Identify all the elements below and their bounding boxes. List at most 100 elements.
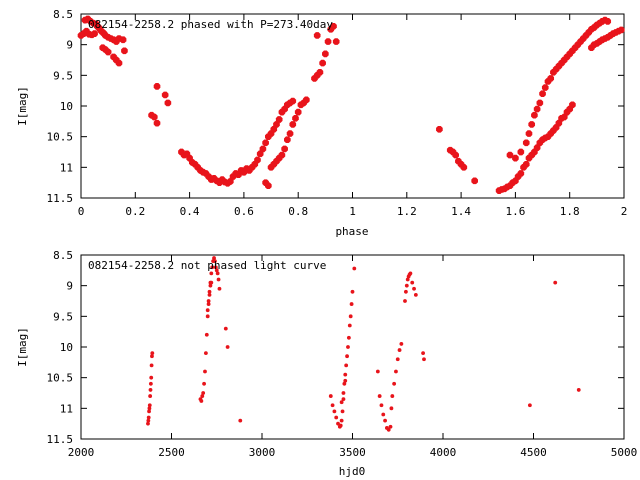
data-points	[77, 15, 625, 194]
data-point	[316, 68, 324, 76]
data-point	[339, 418, 344, 423]
data-point	[119, 36, 127, 44]
x-tick-label: 1.4	[451, 205, 471, 218]
data-point	[275, 116, 283, 123]
data-point	[199, 399, 204, 403]
data-point	[395, 357, 400, 362]
data-point	[259, 145, 267, 153]
data-point	[412, 286, 416, 291]
data-point	[238, 418, 243, 423]
x-tick-label: 1.6	[505, 205, 525, 218]
x-axis-label: phase	[335, 225, 368, 238]
y-tick-label: 10.5	[47, 372, 74, 385]
x-tick-label: 4500	[520, 446, 547, 459]
data-point	[340, 409, 345, 414]
y-tick-label: 11.5	[47, 192, 74, 205]
phased-light-curve-panel: 0 0.2 0.4 0.6 0.8 1 1.2 1.4 1.6 1.8 2 8.5 9 9.5 10 10.5…	[16, 8, 627, 238]
data-point	[207, 292, 212, 297]
data-point	[346, 335, 351, 340]
x-tick-label: 1	[349, 205, 356, 218]
data-point	[213, 259, 217, 264]
data-point	[349, 302, 354, 306]
data-point	[202, 381, 206, 386]
data-point	[528, 121, 536, 128]
data-point	[389, 406, 394, 411]
data-point	[212, 256, 216, 260]
data-point	[342, 381, 347, 386]
data-point	[352, 266, 357, 271]
data-point	[203, 351, 208, 356]
data-point	[206, 302, 211, 306]
data-point	[205, 314, 210, 319]
data-point	[289, 121, 297, 128]
x-tick-label: 0.2	[125, 205, 145, 218]
data-point	[281, 145, 288, 153]
data-point	[410, 280, 415, 285]
data-point	[147, 409, 151, 414]
data-point	[539, 90, 546, 98]
x-tick-label: 4000	[430, 446, 457, 459]
data-point	[343, 378, 348, 383]
data-point	[225, 345, 230, 349]
chart-title: 082154-2258.2 not phased light curve	[88, 259, 326, 272]
x-axis-label: hjd0	[339, 465, 366, 478]
axis-ticks: 0 0.2 0.4 0.6 0.8 1 1.2 1.4 1.6 1.8 2 8.5 9 9.5 10 10.5…	[47, 8, 628, 218]
data-point	[569, 101, 576, 109]
data-point	[150, 354, 154, 359]
data-point	[506, 151, 514, 159]
data-point	[147, 403, 152, 408]
data-point	[397, 348, 402, 352]
y-tick-label: 9.5	[53, 310, 73, 323]
data-point	[347, 323, 352, 328]
data-point	[527, 403, 532, 408]
data-point	[339, 400, 344, 405]
x-tick-label: 2000	[68, 446, 95, 459]
data-point	[207, 289, 212, 294]
data-point	[292, 114, 299, 122]
data-point	[223, 326, 228, 331]
data-point	[346, 345, 350, 349]
data-point	[392, 381, 397, 386]
y-tick-label: 11	[60, 402, 73, 415]
data-point	[284, 136, 291, 144]
x-tick-label: 5000	[611, 446, 638, 459]
data-point	[517, 170, 525, 177]
x-tick-label: 0	[78, 205, 85, 218]
data-point	[332, 38, 340, 45]
data-point	[204, 332, 209, 337]
data-point	[294, 108, 302, 116]
data-point	[324, 38, 332, 45]
data-point	[289, 97, 297, 105]
data-point	[403, 289, 408, 294]
x-tick-label: 1.8	[560, 205, 580, 218]
x-tick-label: 1.2	[397, 205, 417, 218]
data-point	[209, 280, 214, 285]
data-point	[149, 375, 154, 380]
data-point	[553, 280, 558, 285]
data-point	[343, 372, 348, 377]
data-point	[405, 277, 410, 282]
data-point	[341, 391, 346, 395]
data-point	[394, 369, 398, 374]
plot-frame	[80, 254, 625, 440]
data-point	[330, 22, 337, 30]
data-point	[436, 125, 443, 133]
data-point	[533, 105, 541, 113]
data-point	[403, 299, 407, 303]
data-point	[377, 394, 382, 398]
data-point	[313, 32, 321, 39]
data-point	[319, 59, 326, 67]
data-point	[332, 409, 337, 414]
y-tick-label: 8.5	[53, 249, 73, 262]
data-point	[201, 391, 206, 395]
x-tick-label: 3500	[339, 446, 366, 459]
data-point	[512, 154, 519, 162]
data-point	[150, 113, 158, 121]
data-point	[328, 394, 333, 398]
data-point	[262, 139, 269, 147]
data-point	[408, 271, 413, 276]
data-point	[522, 139, 530, 147]
data-point	[336, 421, 340, 426]
data-point	[421, 351, 425, 356]
x-tick-label: 0.6	[234, 205, 254, 218]
